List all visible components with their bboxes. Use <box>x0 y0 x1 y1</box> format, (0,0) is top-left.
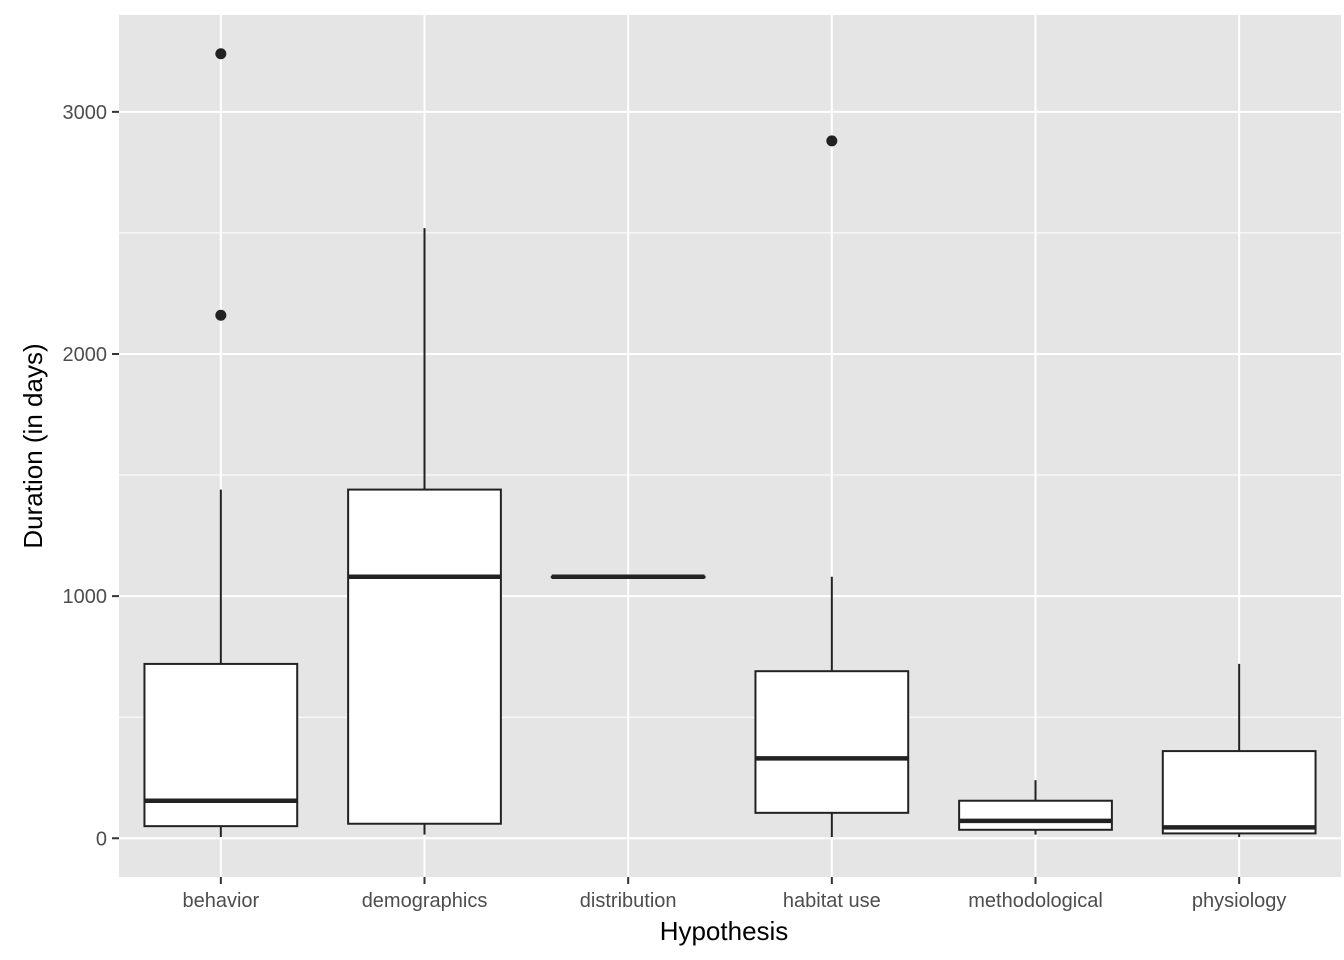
minor-gridlines <box>119 232 1341 718</box>
iqr-box <box>347 488 502 825</box>
x-tick-label: methodological <box>968 890 1103 912</box>
x-tick-label: physiology <box>1192 890 1287 912</box>
box-distribution <box>550 574 706 580</box>
x-tick-label: habitat use <box>783 890 881 912</box>
box-physiology <box>1161 663 1317 838</box>
box-habitat-use <box>754 135 910 838</box>
x-tick-label: behavior <box>182 890 259 912</box>
y-axis: 0 1000 2000 3000 <box>63 102 119 850</box>
x-tick-label: distribution <box>580 890 677 912</box>
y-tick-label: 2000 <box>63 344 108 366</box>
plot-panel <box>119 15 1341 877</box>
iqr-box <box>958 799 1113 831</box>
box-methodological <box>958 780 1113 835</box>
y-tick-label: 0 <box>96 828 107 850</box>
outlier-point <box>826 135 838 147</box>
box-behavior <box>143 48 299 838</box>
y-tick-label: 3000 <box>63 102 108 124</box>
x-axis: behavior demographics distribution habitat … <box>182 877 1286 912</box>
x-tick-label: demographics <box>362 890 488 912</box>
y-axis-title: Duration (in days) <box>18 343 48 548</box>
box-series <box>143 48 1317 838</box>
outlier-point <box>215 48 227 60</box>
iqr-box <box>1161 750 1317 835</box>
iqr-box <box>754 670 910 814</box>
x-axis-title: Hypothesis <box>660 916 789 946</box>
box-demographics <box>347 228 502 835</box>
y-tick-label: 1000 <box>63 586 108 608</box>
outlier-point <box>215 309 227 321</box>
